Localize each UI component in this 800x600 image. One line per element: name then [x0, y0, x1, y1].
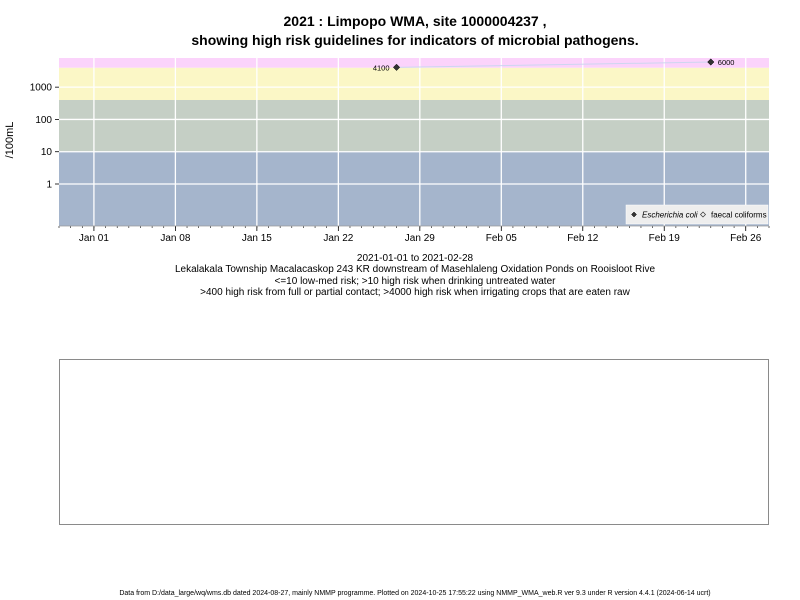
- legend-marker-faecal-coliforms: [700, 211, 706, 218]
- legend-label-faecal-coliforms: faecal coliforms: [711, 211, 767, 220]
- risk-band-2: [59, 67, 769, 100]
- x-tick-label-3: Jan 22: [323, 233, 353, 244]
- x-tick-label-7: Feb 19: [649, 233, 681, 244]
- x-tick-label-1: Jan 08: [160, 233, 190, 244]
- e-coli-point-label-0: 4100: [373, 63, 390, 72]
- y-tick-label-3: 1000: [30, 83, 53, 94]
- site-description-caption: Lekalakala Township Macalacaskop 243 KR …: [174, 264, 656, 275]
- chart-title-line1: 2021 : Limpopo WMA, site 1000004237 ,: [283, 13, 547, 29]
- x-tick-label-6: Feb 12: [567, 233, 599, 244]
- e-coli-series-line: [396, 61, 711, 68]
- microbial-chart: Jan 01 Jan 08 Jan 15 Jan 22 Jan 29 Feb 05 Feb …: [4, 58, 770, 244]
- x-tick-label-4: Jan 29: [405, 233, 435, 244]
- risk-band-3: [59, 58, 769, 68]
- x-tick-label-0: Jan 01: [79, 233, 109, 244]
- x-tick-label-5: Feb 05: [486, 233, 518, 244]
- x-tick-label-8: Feb 26: [730, 233, 762, 244]
- risk-guideline-caption-1: <=10 low-med risk; >10 high risk when dr…: [274, 276, 556, 287]
- legend-marker-e-coli: [631, 211, 637, 218]
- legend-label-e-coli: Escherichia coli: [642, 211, 698, 220]
- y-tick-label-0: 1: [46, 180, 52, 191]
- y-axis-label: /100mL: [4, 122, 16, 159]
- risk-guideline-caption-2: >400 high risk from full or partial cont…: [200, 287, 630, 298]
- e-coli-point-0: [392, 63, 401, 71]
- risk-band-1: [59, 100, 769, 152]
- e-coli-point-1: [707, 58, 715, 66]
- date-range-caption: 2021-01-01 to 2021-02-28: [356, 253, 474, 264]
- chart-title-line2: showing high risk guidelines for indicat…: [191, 32, 639, 48]
- y-tick-label-2: 100: [35, 115, 52, 126]
- x-tick-label-2: Jan 15: [242, 233, 272, 244]
- y-tick-label-1: 10: [41, 147, 53, 158]
- data-source-footer: Data from D:/data_large/wq/wms.db dated …: [119, 590, 711, 597]
- e-coli-point-label-1: 6000: [718, 58, 735, 67]
- legend-box: [625, 204, 769, 225]
- empty-plot-panel: [59, 359, 769, 525]
